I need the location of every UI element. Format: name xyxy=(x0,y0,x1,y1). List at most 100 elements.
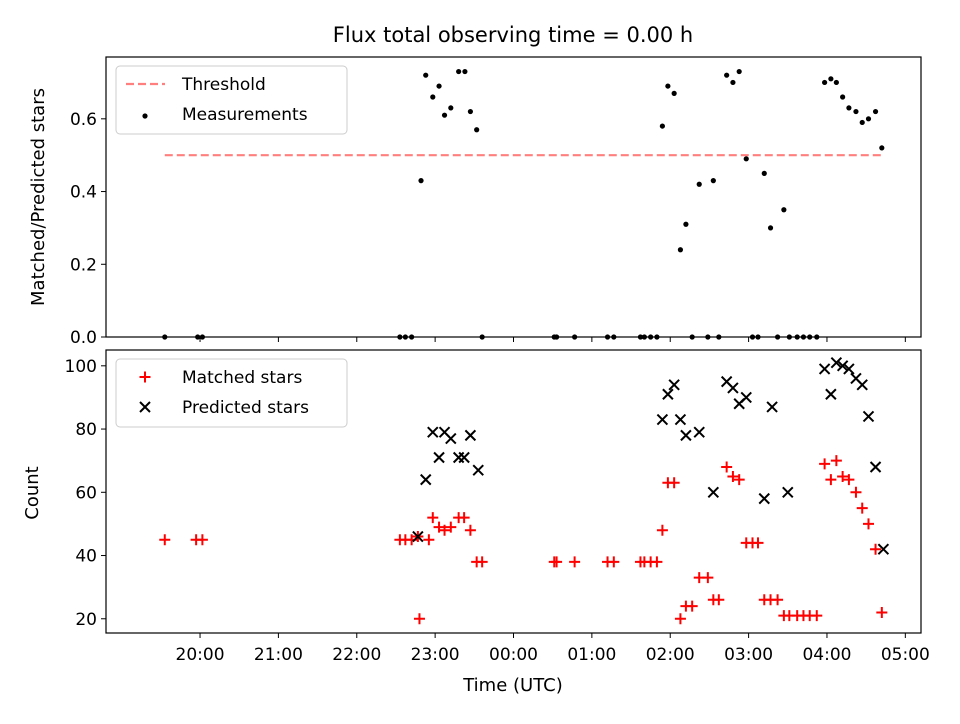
measurement-point xyxy=(879,145,885,151)
measurement-point xyxy=(467,108,473,115)
legend-measurement-swatch xyxy=(142,113,148,119)
measurement-point xyxy=(696,181,702,187)
predicted-star-point xyxy=(680,429,692,442)
top-y-tick-label: 0.2 xyxy=(70,255,97,275)
matched-star-point xyxy=(674,613,686,625)
predicted-star-point xyxy=(464,429,477,442)
matched-star-point xyxy=(476,556,488,568)
measurement-point xyxy=(474,127,480,133)
matched-star-point xyxy=(569,556,581,568)
top-legend: Threshold Measurements xyxy=(115,65,348,135)
measurement-point xyxy=(683,221,689,227)
matched-star-point xyxy=(721,461,733,473)
measurement-point xyxy=(781,207,787,213)
predicted-star-point xyxy=(782,486,794,498)
predicted-star-point xyxy=(856,379,868,391)
bottom-y-axis-label: Count xyxy=(22,466,43,519)
predicted-star-point xyxy=(869,461,882,473)
predicted-star-point xyxy=(727,382,739,394)
measurement-point xyxy=(665,83,671,89)
chart-title: Flux total observing time = 0.00 h xyxy=(333,23,693,47)
matched-star-point xyxy=(830,455,842,467)
legend-box xyxy=(115,65,348,135)
x-tick-label: 23:00 xyxy=(411,645,460,665)
matched-star-point xyxy=(686,600,698,612)
matched-star-point xyxy=(439,524,451,536)
predicted-star-point xyxy=(818,363,831,375)
predicted-star-point xyxy=(836,360,849,372)
x-tick-label: 00:00 xyxy=(489,645,538,665)
legend-label: Measurements xyxy=(182,105,308,125)
x-tick-label: 02:00 xyxy=(646,645,695,665)
matched-star-point xyxy=(752,537,764,549)
measurement-point xyxy=(859,119,865,126)
bottom-y-tick-label: 60 xyxy=(75,483,97,503)
measurement-point xyxy=(833,79,839,86)
matched-star-point xyxy=(856,502,868,514)
top-y-axis-label: Matched/Predicted stars xyxy=(28,88,49,306)
x-tick-label: 04:00 xyxy=(802,645,851,665)
predicted-star-point xyxy=(830,356,843,369)
predicted-star-point xyxy=(693,426,705,438)
matched-star-point xyxy=(445,521,457,533)
x-tick-label: 01:00 xyxy=(567,645,616,665)
matched-star-point xyxy=(843,474,855,486)
matched-star-point xyxy=(159,534,171,546)
matched-star-point xyxy=(702,572,714,584)
legend-label: Predicted stars xyxy=(182,398,309,418)
predicted-star-point xyxy=(740,391,752,404)
measurement-point xyxy=(872,108,879,115)
measurement-point xyxy=(865,116,872,122)
matched-star-point xyxy=(551,556,563,568)
matched-star-point xyxy=(850,486,862,498)
top-y-tick-label: 0.4 xyxy=(70,183,97,203)
matched-star-point xyxy=(423,534,435,546)
measurement-point xyxy=(462,68,468,75)
measurement-point xyxy=(840,94,846,100)
measurement-point xyxy=(677,247,684,253)
measurement-point xyxy=(761,170,767,176)
predicted-star-point xyxy=(458,451,470,464)
predicted-star-point xyxy=(445,432,457,445)
predicted-star-point xyxy=(674,413,687,426)
legend-predicted-swatch xyxy=(139,401,151,413)
x-tick-label: 03:00 xyxy=(724,645,773,665)
bottom-axes-frame xyxy=(105,349,922,634)
matched-star-point xyxy=(727,470,739,482)
predicted-star-point xyxy=(427,426,439,438)
matched-star-point xyxy=(837,470,849,482)
legend-matched-swatch xyxy=(139,371,151,383)
measurement-point xyxy=(743,156,749,162)
predicted-star-point xyxy=(766,401,778,413)
measurement-point xyxy=(671,90,677,96)
x-axis-label: Time (UTC) xyxy=(462,675,563,696)
measurement-point xyxy=(659,123,665,129)
predicted-star-point xyxy=(472,464,484,476)
measurement-point xyxy=(441,112,448,118)
bottom-y-tick-label: 20 xyxy=(75,610,97,630)
x-tick-label: 21:00 xyxy=(254,645,303,665)
measurement-point xyxy=(767,225,774,231)
top-y-tick-label: 0.0 xyxy=(70,328,97,348)
bottom-legend: Matched stars Predicted stars xyxy=(115,358,348,428)
bottom-y-tick-label: 100 xyxy=(65,357,97,377)
matched-star-point xyxy=(876,606,888,618)
matched-star-point xyxy=(825,474,837,486)
measurement-point xyxy=(736,68,742,75)
measurement-point xyxy=(456,68,462,75)
measurement-point xyxy=(846,105,852,111)
matched-star-point xyxy=(819,458,831,470)
measurement-point xyxy=(730,79,736,86)
legend-label: Threshold xyxy=(181,75,266,95)
bottom-panel: 20:00 21:00 22:00 23:00 00:00 01:00 02:00 03:00… xyxy=(65,349,930,665)
matched-star-point xyxy=(811,610,823,622)
matched-star-point xyxy=(870,543,882,555)
top-y-tick-label: 0.6 xyxy=(70,110,97,130)
measurement-point xyxy=(436,83,442,89)
matched-star-point xyxy=(733,474,745,486)
predicted-star-point xyxy=(433,451,445,464)
matched-star-point xyxy=(196,534,208,546)
bottom-y-tick-label: 80 xyxy=(75,420,97,440)
measurement-point xyxy=(423,72,429,78)
